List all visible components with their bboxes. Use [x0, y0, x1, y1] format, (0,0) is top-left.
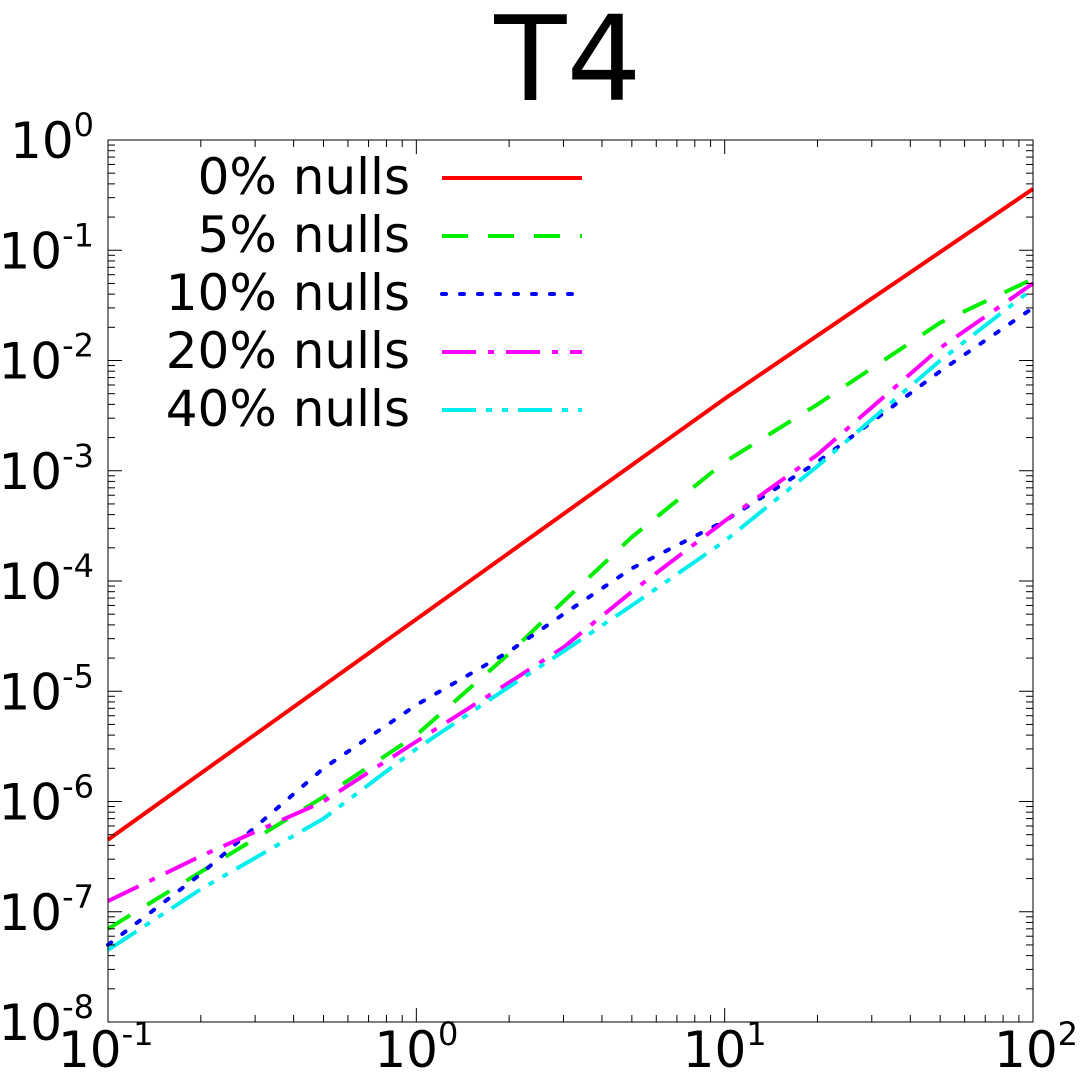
x-tick-labels: 10-1 100 101 102	[58, 1015, 1078, 1079]
y-tick-label-exponent: -5	[62, 657, 94, 695]
y-tick-label-exponent: -2	[62, 327, 94, 365]
x-tick-label-exponent: 0	[438, 1015, 458, 1053]
y-tick-label: 10-1	[0, 216, 94, 280]
y-tick-label: 10-5	[0, 657, 94, 721]
y-tick-label: 100	[10, 106, 94, 170]
y-tick-label: 10-4	[0, 547, 94, 611]
x-tick-label-base: 10	[374, 1021, 438, 1079]
y-tick-label-exponent: -7	[62, 878, 94, 916]
legend-label: 0% nulls	[198, 148, 410, 206]
legend-label: 10% nulls	[166, 264, 410, 322]
y-tick-label-exponent: -1	[62, 216, 94, 254]
ticks-layer	[107, 139, 1034, 1023]
y-tick-label-exponent: -6	[62, 768, 94, 806]
y-tick-label-base: 10	[0, 222, 62, 280]
x-tick-label-base: 10	[683, 1021, 747, 1079]
x-tick-label: 101	[683, 1015, 767, 1079]
series-line-5-nulls	[106, 277, 1034, 931]
plot-frame	[107, 139, 1034, 1023]
y-tick-label-exponent: -8	[62, 988, 94, 1026]
x-tick-label-exponent: -1	[122, 1015, 154, 1053]
legend-label: 20% nulls	[166, 322, 410, 380]
y-tick-label-exponent: -3	[62, 437, 94, 475]
y-tick-label-exponent: -4	[62, 547, 94, 585]
x-tick-label: 100	[374, 1015, 458, 1079]
series-line-0-nulls	[106, 187, 1035, 842]
series-line-40-nulls	[106, 286, 1035, 952]
y-tick-label-base: 10	[0, 333, 62, 391]
y-tick-label: 10-8	[0, 988, 94, 1052]
x-tick-label: 10-1	[58, 1015, 154, 1079]
series-line-20-nulls	[107, 281, 1035, 903]
y-tick-label-exponent: 0	[74, 106, 94, 144]
chart-title: T4	[493, 0, 641, 128]
x-tick-label-exponent: 2	[1058, 1015, 1078, 1053]
x-tick-label: 102	[994, 1015, 1078, 1079]
y-tick-label: 10-3	[0, 437, 94, 501]
y-tick-label-base: 10	[0, 553, 62, 611]
legend-label: 40% nulls	[166, 380, 410, 438]
y-tick-label-base: 10	[10, 112, 74, 170]
x-tick-label-exponent: 1	[746, 1015, 766, 1053]
y-tick-label-base: 10	[0, 443, 62, 501]
y-tick-label-base: 10	[0, 994, 62, 1052]
series-layer	[106, 187, 1035, 952]
x-tick-label-base: 10	[58, 1021, 122, 1079]
legend-label: 5% nulls	[198, 206, 410, 264]
x-tick-label-base: 10	[994, 1021, 1058, 1079]
y-tick-label: 10-7	[0, 878, 94, 942]
y-tick-label-base: 10	[0, 663, 62, 721]
y-tick-label-base: 10	[0, 774, 62, 832]
y-tick-label: 10-6	[0, 768, 94, 832]
y-tick-label: 10-2	[0, 327, 94, 391]
y-tick-label-base: 10	[0, 884, 62, 942]
